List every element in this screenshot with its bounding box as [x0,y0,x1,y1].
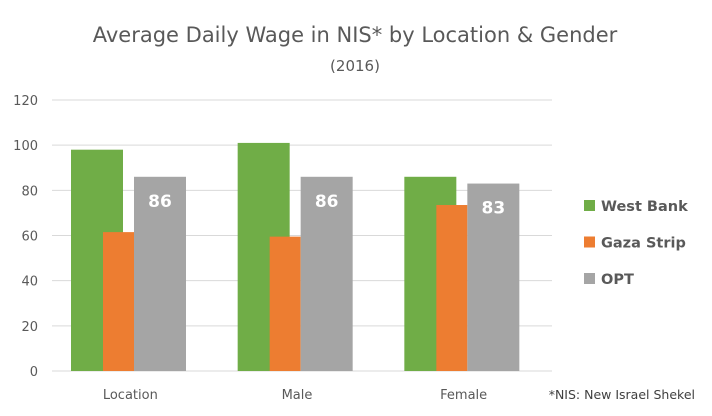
bar-gaza-strip [436,205,468,371]
y-tick-label: 80 [21,184,38,199]
y-tick-label: 20 [21,320,38,335]
y-tick-label: 100 [13,139,38,154]
y-tick-label: 120 [13,94,38,109]
legend-swatch [584,273,595,284]
data-label: 83 [481,199,505,219]
chart-title: Average Daily Wage in NIS* by Location &… [93,23,618,47]
chart-subtitle: (2016) [330,57,380,75]
bar-opt [134,176,186,371]
bar-gaza-strip [103,232,134,371]
legend-label: Gaza Strip [601,236,686,252]
x-tick-label: Male [282,388,313,403]
legend-swatch [584,200,595,211]
legend-label: West Bank [601,199,688,215]
bar-opt [467,183,520,371]
footnote: *NIS: New Israel Shekel [549,387,695,402]
x-tick-label: Location [103,388,158,403]
legend-swatch [584,236,595,248]
legend-label: OPT [601,272,634,288]
x-tick-label: Female [440,388,487,403]
y-tick-label: 40 [21,275,38,290]
data-label: 86 [315,192,339,212]
y-tick-label: 60 [21,230,38,245]
bar-gaza-strip [269,236,301,371]
bar-opt [300,176,353,371]
y-tick-label: 0 [30,365,38,380]
data-label: 86 [148,192,172,212]
